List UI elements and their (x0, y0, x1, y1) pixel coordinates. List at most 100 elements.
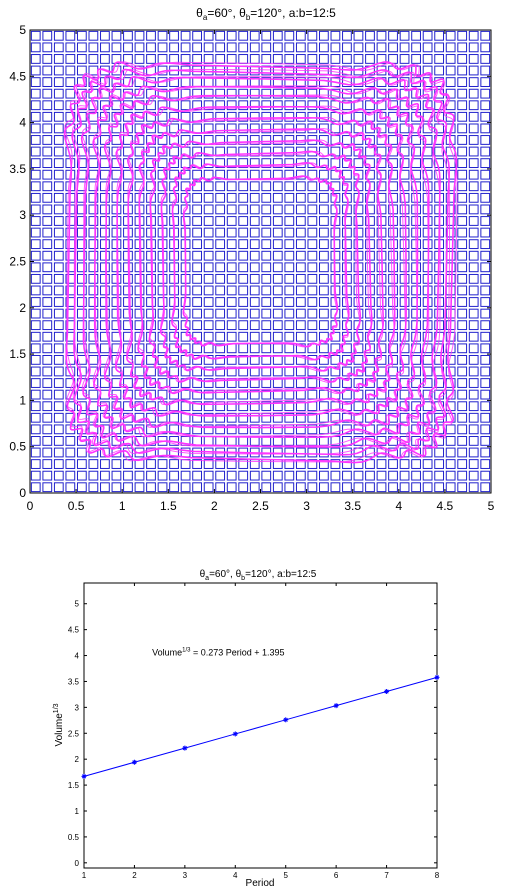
grid-square-marker (365, 470, 375, 481)
grid-square-marker (88, 42, 99, 53)
grid-square-marker (53, 436, 64, 446)
grid-square-marker (30, 88, 41, 99)
grid-square-marker (169, 366, 179, 377)
grid-square-marker (365, 216, 375, 226)
grid-square-marker (468, 285, 479, 296)
grid-square-marker (88, 262, 99, 273)
grid-square-marker (88, 216, 99, 226)
grid-square-marker (261, 459, 272, 469)
grid-square-marker (284, 100, 295, 111)
grid-square-marker (53, 169, 64, 180)
grid-square-marker (100, 30, 110, 41)
grid-square-marker (272, 273, 283, 284)
grid-square-marker (76, 227, 87, 238)
grid-square-marker (468, 135, 479, 145)
grid-square-marker (295, 401, 306, 412)
grid-square-marker (399, 216, 410, 226)
grid-square-marker (30, 378, 41, 388)
grid-square-marker (203, 192, 214, 203)
grid-square-marker (272, 146, 283, 157)
grid-square-marker (53, 262, 64, 273)
grid-square-marker (88, 482, 99, 493)
grid-square-marker (411, 366, 421, 377)
grid-square-marker (272, 216, 283, 226)
grid-square-marker (284, 343, 295, 354)
grid-square-marker (295, 216, 306, 226)
grid-square-marker (226, 216, 237, 226)
grid-square-marker (134, 459, 145, 469)
grid-square-marker (226, 343, 237, 354)
grid-square-marker (422, 459, 433, 469)
grid-square-marker (76, 216, 87, 226)
grid-square-marker (42, 169, 53, 180)
grid-square-marker (319, 42, 329, 53)
x-tick-label: 8 (435, 871, 440, 880)
grid-square-marker (342, 482, 352, 493)
grid-square-marker (42, 30, 53, 41)
grid-square-marker (342, 227, 352, 238)
grid-square-marker (169, 343, 179, 354)
grid-square-marker (42, 401, 53, 412)
grid-square-marker (30, 169, 41, 180)
grid-square-marker (468, 42, 479, 53)
grid-square-marker (203, 378, 214, 388)
grid-square-marker (319, 285, 329, 296)
grid-square-marker (42, 308, 53, 319)
grid-square-marker (180, 169, 191, 180)
grid-square-marker (100, 169, 110, 180)
grid-square-marker (249, 158, 260, 169)
grid-square-marker (88, 158, 99, 169)
grid-square-marker (100, 250, 110, 261)
grid-square-marker (295, 482, 306, 493)
grid-square-marker (226, 111, 237, 122)
grid-square-marker (42, 146, 53, 157)
grid-square-marker (53, 459, 64, 469)
grid-square-marker (457, 181, 468, 192)
grid-square-marker (388, 366, 398, 377)
grid-square-marker (42, 239, 53, 250)
y-tick-label: 5 (19, 23, 26, 37)
grid-square-marker (76, 331, 87, 342)
grid-square-marker (468, 436, 479, 446)
grid-square-marker (65, 42, 76, 53)
grid-square-marker (330, 250, 341, 261)
y-tick-label: 4.5 (68, 626, 80, 635)
grid-square-marker (238, 239, 249, 250)
grid-square-marker (53, 181, 64, 192)
grid-square-marker (65, 470, 76, 481)
grid-square-marker (42, 378, 53, 388)
grid-square-marker (480, 366, 491, 377)
grid-square-marker (238, 135, 249, 145)
grid-square-marker (388, 42, 398, 53)
grid-square-marker (76, 401, 87, 412)
grid-square-marker (261, 239, 272, 250)
grid-square-marker (203, 216, 214, 226)
y-tick-label: 1 (75, 807, 80, 816)
grid-square-marker (76, 273, 87, 284)
grid-square-marker (30, 401, 41, 412)
grid-square-marker (53, 273, 64, 284)
grid-square-marker (319, 320, 329, 331)
grid-square-marker (123, 320, 133, 331)
grid-square-marker (65, 54, 76, 64)
grid-square-marker (88, 77, 99, 87)
chart-bottom-y-axis: 0 0.5 1 1.5 2 2.5 3 3.5 4 4.5 5 (68, 600, 437, 868)
grid-square-marker (100, 436, 110, 446)
grid-square-marker (295, 250, 306, 261)
grid-square-marker (215, 482, 226, 493)
grid-square-marker (53, 65, 64, 76)
data-point (131, 759, 137, 765)
grid-square-marker (457, 216, 468, 226)
grid-square-marker (192, 216, 202, 226)
grid-square-marker (272, 135, 283, 145)
y-tick-label: 1 (19, 393, 26, 407)
chart-top-axes-box (29, 29, 492, 494)
magenta-loop (160, 150, 361, 372)
grid-square-marker (388, 285, 398, 296)
grid-square-marker (157, 285, 168, 296)
grid-square-marker (422, 389, 433, 400)
grid-square-marker (434, 297, 445, 307)
grid-square-marker (330, 366, 341, 377)
grid-square-marker (76, 250, 87, 261)
grid-square-marker (272, 30, 283, 41)
